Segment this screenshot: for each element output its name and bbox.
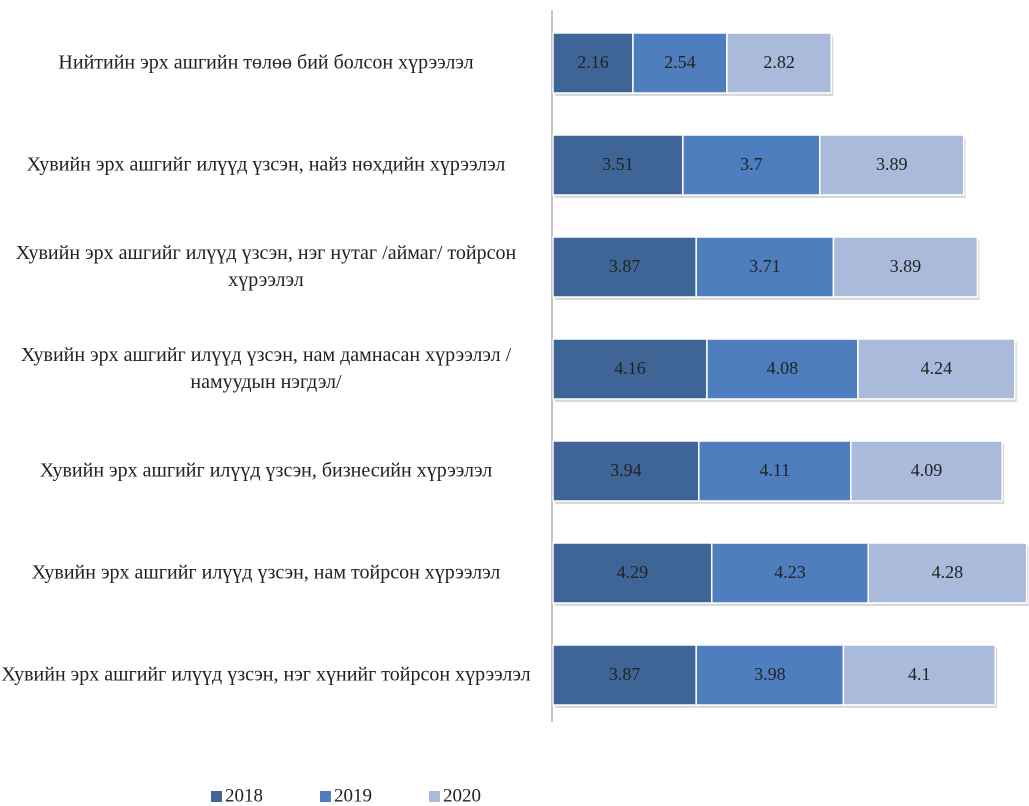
bar [698,440,852,502]
bar-value-label: 3.51 [602,154,634,174]
category-label: Хувийн эрх ашгийг илүүд үзсэн, нэг хүний… [1,663,531,686]
bar [857,338,1016,400]
legend-label: 2018 [225,785,263,806]
bar [552,644,697,706]
bar [842,644,996,706]
legend-swatch [429,791,440,802]
bar [832,236,979,298]
bar-value-label: 3.94 [610,460,642,480]
bar [850,440,1003,502]
bar-value-label: 4.28 [932,562,964,582]
bar-value-label: 4.09 [911,460,943,480]
category-label: Хувийн эрх ашгийг илүүд үзсэн, нэг нутаг… [15,242,517,291]
category-label: Хувийн эрх ашгийг илүүд үзсэн, нам тойрс… [31,561,501,584]
bar-value-label: 4.1 [908,664,931,684]
bar-value-label: 3.87 [609,664,641,684]
category-label: Хувийн эрх ашгийг илүүд үзсэн, нам дамна… [20,344,512,393]
bar [552,32,634,94]
legend-swatch [320,791,331,802]
bar [695,236,835,298]
bar [552,236,697,298]
bar-value-label: 3.89 [890,256,922,276]
bar [552,338,708,400]
bar [682,134,821,196]
bar-value-label: 4.08 [767,358,799,378]
bar-value-label: 4.23 [774,562,806,582]
bar-value-label: 2.82 [763,52,795,72]
bar-value-label: 4.16 [614,358,646,378]
bar-value-label: 4.29 [617,562,649,582]
category-label: Нийтийн эрх ашгийн төлөө бий болсон хүрэ… [58,51,474,74]
legend-label: 2020 [443,785,481,806]
bar [552,440,700,502]
bar [710,542,869,604]
bar-value-label: 3.7 [740,154,763,174]
bar-value-label: 3.89 [876,154,908,174]
bar-value-label: 3.71 [749,256,781,276]
legend-swatch [211,791,222,802]
bar-value-label: 2.54 [664,52,696,72]
bar-value-label: 2.16 [577,52,609,72]
bar-value-label: 3.98 [754,664,786,684]
bar [706,338,859,400]
bar [726,32,832,94]
bar [819,134,965,196]
bar-value-label: 4.24 [921,358,953,378]
bar-value-label: 3.87 [609,256,641,276]
legend-label: 2019 [334,785,372,806]
bar [867,542,1028,604]
category-label: Хувийн эрх ашгийг илүүд үзсэн, бизнесийн… [39,459,493,482]
bar [552,542,713,604]
bar [552,134,684,196]
bar-value-label: 4.11 [759,460,790,480]
category-label: Хувийн эрх ашгийг илүүд үзсэн, найз нөхд… [26,153,506,176]
bar [695,644,845,706]
